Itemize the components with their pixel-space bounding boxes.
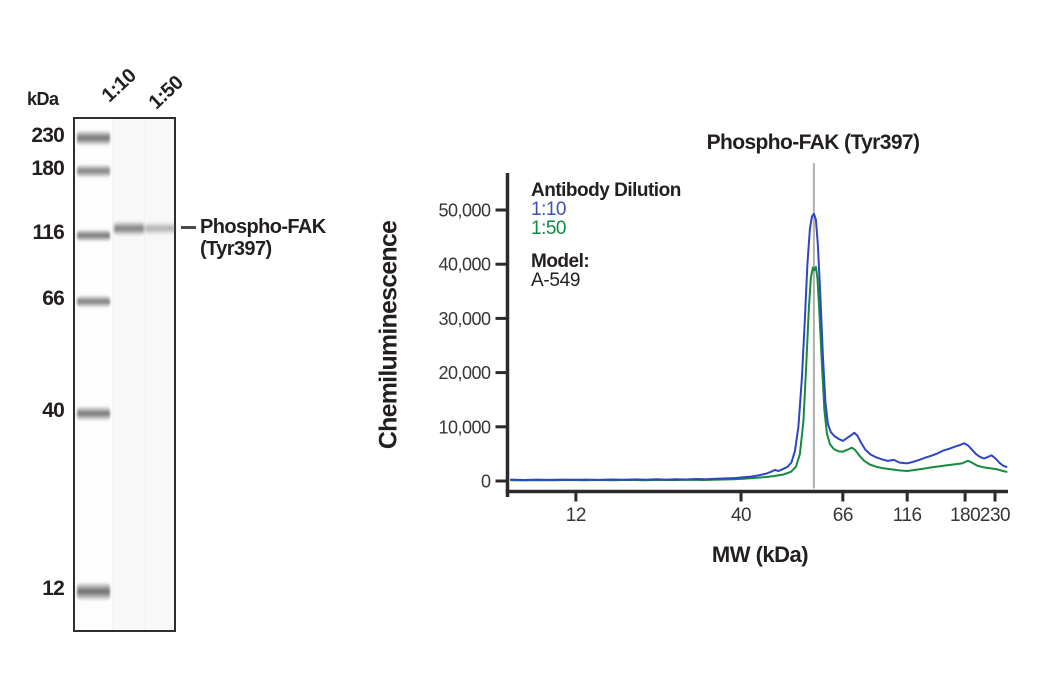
- chart-title: Phospho-FAK (Tyr397): [706, 131, 920, 154]
- band-callout-line2: (Tyr397): [200, 238, 272, 260]
- x-axis-title: MW (kDa): [711, 542, 809, 567]
- chart-legend: Antibody Dilution 1:10 1:50 Model: A-549: [531, 181, 681, 290]
- y-tick-label: 40,000: [438, 255, 491, 275]
- x-tick-label: 180: [950, 505, 980, 526]
- mw-marker-label: 230: [31, 124, 64, 147]
- sample-band-1:50: [145, 221, 175, 235]
- lane-separator: [144, 119, 145, 630]
- legend-model-label: Model:: [531, 251, 590, 272]
- mw-marker-band-40: [77, 405, 110, 421]
- x-tick-label: 116: [893, 505, 922, 526]
- legend-entry-1-50: 1:50: [531, 218, 566, 239]
- mw-marker-label: 116: [32, 221, 65, 244]
- legend-model-value: A-549: [531, 270, 581, 291]
- x-tick-label: 40: [731, 505, 751, 526]
- blot-box: [73, 117, 176, 632]
- x-tick-label: 230: [980, 505, 1010, 526]
- band-callout-dash: [181, 226, 196, 229]
- kda-unit-label: kDa: [27, 89, 59, 109]
- band-callout-line1: Phospho-FAK: [200, 216, 326, 238]
- x-tick-label: 12: [566, 505, 586, 526]
- mw-marker-band-116: [77, 228, 110, 242]
- y-tick-label: 0: [481, 472, 491, 492]
- y-tick-label: 20,000: [438, 363, 491, 383]
- mw-marker-band-12: [77, 581, 110, 601]
- trace-1:10: [510, 212, 1008, 481]
- lane-separator: [112, 119, 113, 630]
- mw-marker-band-230: [77, 130, 110, 146]
- legend-title: Antibody Dilution: [531, 180, 681, 201]
- band-callout-label: Phospho-FAK (Tyr397): [200, 216, 326, 260]
- legend-entry-1-10: 1:10: [531, 199, 566, 220]
- mw-marker-label: 40: [42, 399, 65, 422]
- mw-marker-label: 180: [31, 157, 64, 180]
- mw-marker-band-180: [77, 164, 110, 178]
- sample-band-1:10: [114, 220, 144, 236]
- trace-1:50: [510, 265, 1008, 482]
- mw-marker-label: 12: [42, 577, 65, 600]
- y-tick-label: 30,000: [438, 309, 491, 329]
- y-tick-label: 10,000: [438, 417, 491, 437]
- mw-marker-band-66: [77, 294, 110, 308]
- y-tick-label: 50,000: [438, 201, 491, 221]
- x-tick-label: 66: [833, 505, 853, 526]
- mw-marker-label: 66: [42, 287, 65, 310]
